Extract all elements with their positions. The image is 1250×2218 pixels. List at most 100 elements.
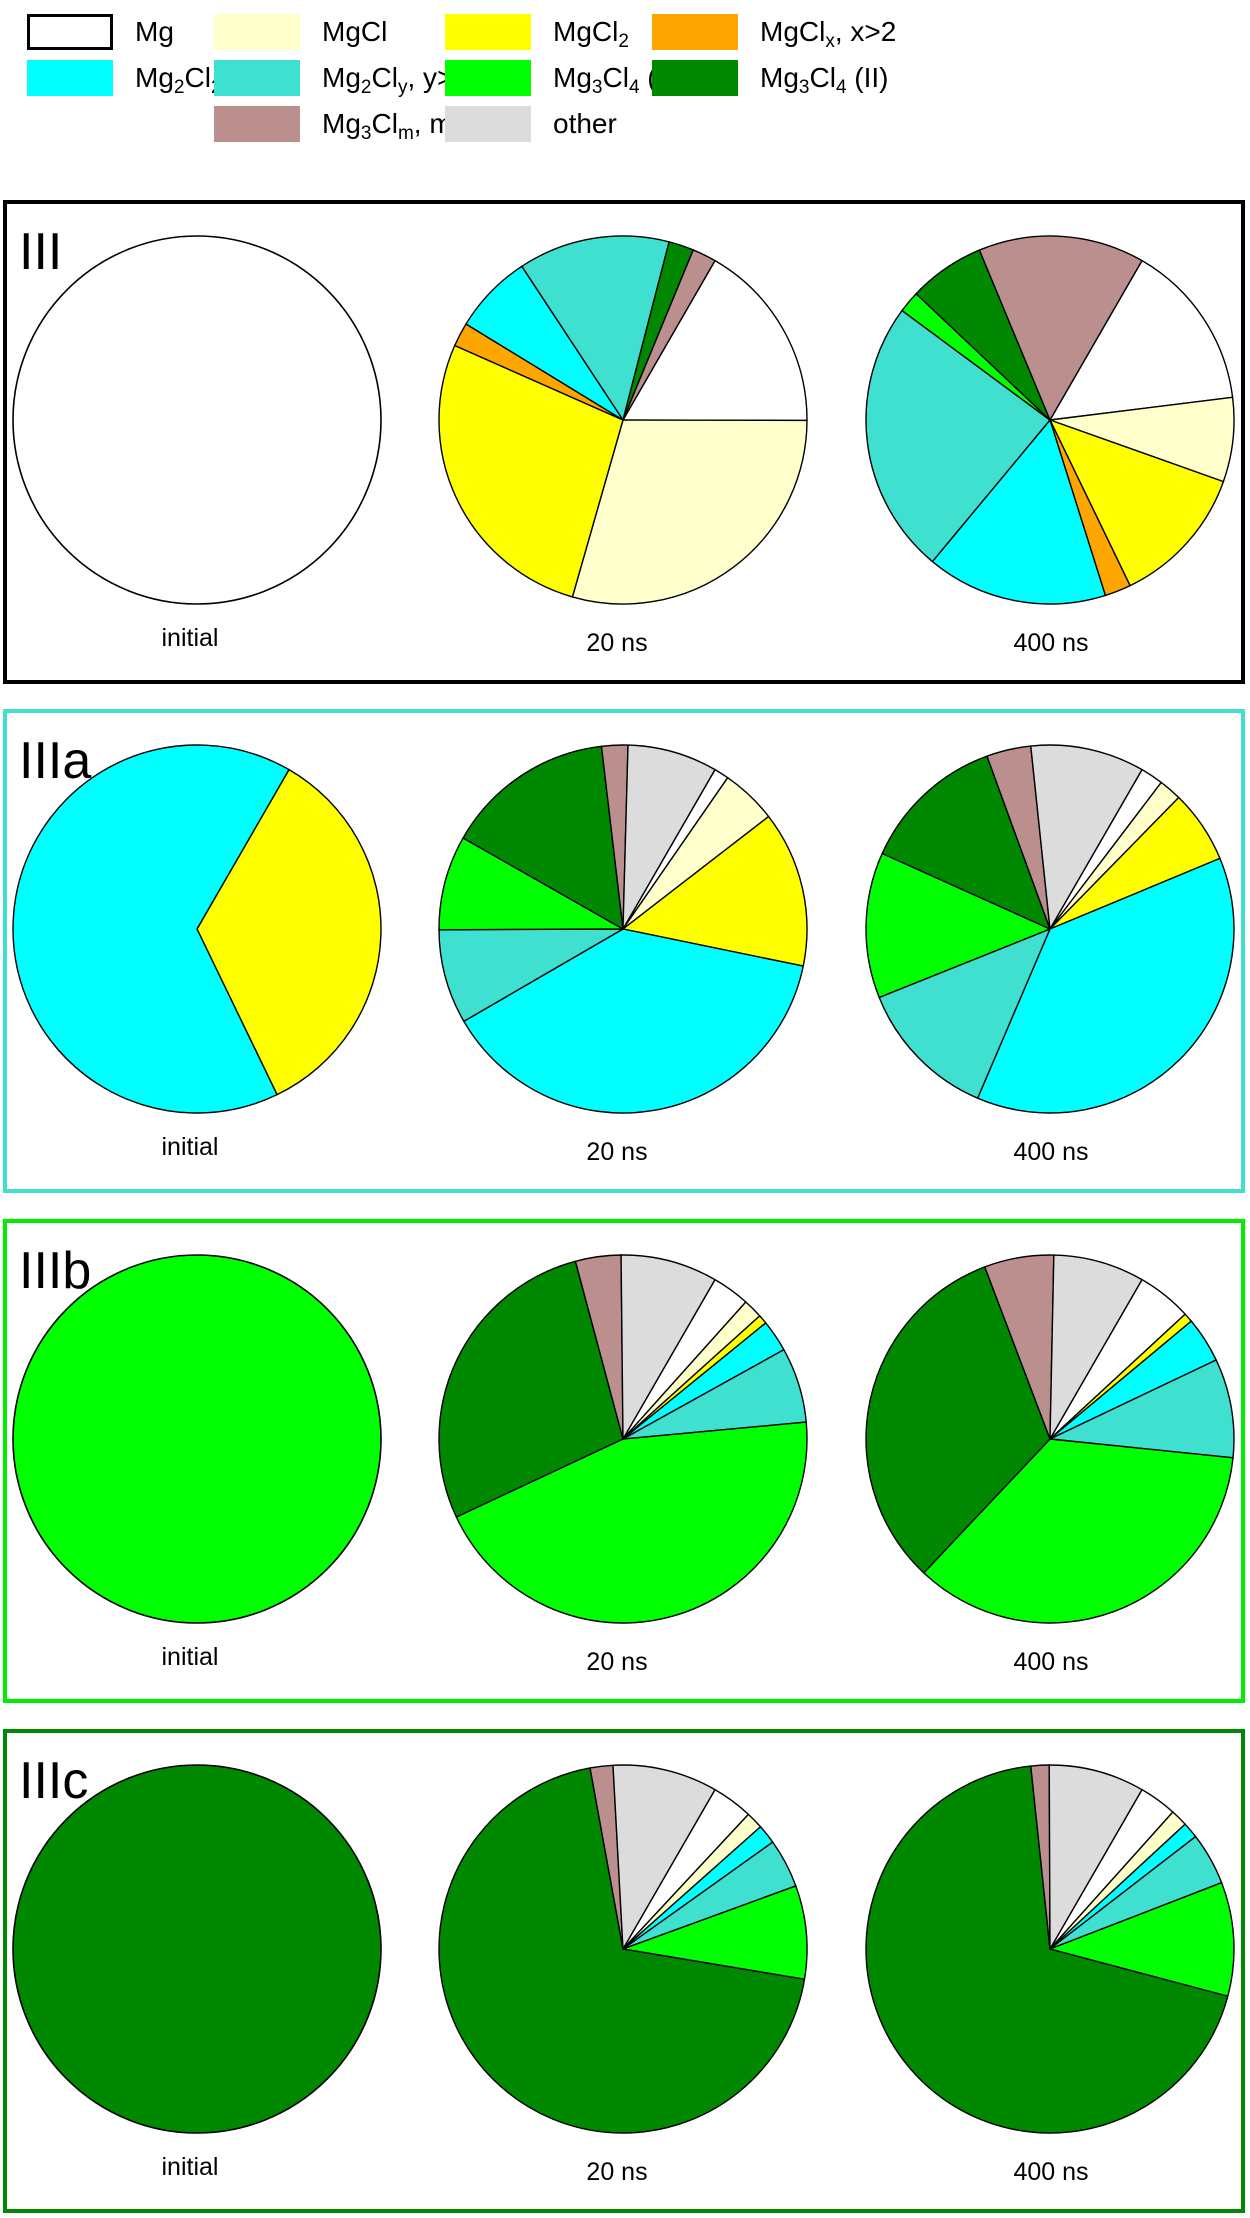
legend-item: MgCl2 [445,14,629,51]
legend-label-sub: 3 [798,77,810,98]
legend-item: Mg [27,14,174,50]
legend-swatch [27,60,113,96]
pie-slice-Mg2Cl2 [12,744,290,1114]
pie-slice-Mg3Cl4I [923,1438,1234,1624]
pie-chart [12,1254,382,1624]
pie-time-label: 400 ns [1013,1648,1089,1676]
chart-panel: IIIc initial 20 ns 400 ns [3,1729,1245,2213]
pie-slice-MgCl2 [1049,419,1225,587]
legend-label-mid: Cl [602,62,629,93]
pie-time-label: initial [161,1643,219,1671]
legend-label: other [553,108,617,140]
legend-label: Mg3Cl4 (I) [553,62,674,97]
pie-slice-MgCl2 [622,815,808,967]
legend-label-tail: (II) [846,62,889,93]
pie-time-label: 20 ns [586,2158,648,2186]
legend-label-sub: x [825,31,835,52]
legend-label-sub2: 4 [835,77,847,98]
chart-panel: IIIa initial 20 ns 400 ns [3,709,1245,1193]
legend-label-base: MgCl [553,16,619,47]
pie-slice-Mg3Cl4II [12,1764,382,2134]
chart-panel: III initial 20 ns 400 ns [3,200,1245,684]
pie-slice-other [620,1254,716,1440]
panel-title: III [19,223,63,281]
pie-slice-Mg3Cl4I [622,1885,808,1981]
legend-label-base: other [553,108,617,139]
legend-label: Mg2Cl2 [135,62,222,97]
legend-label-sub2: y [397,77,408,98]
pie-slice-Mg2Cly [438,928,624,1023]
legend-item: Mg3Clm, m>4 [214,106,485,143]
pie-slice-Mg3Cl4I [865,852,1051,999]
legend-label-mid: Cl [809,62,836,93]
legend-item: MgCl [214,14,387,50]
panel-title: IIIa [19,732,92,790]
pie-slice-Mg3Cl4II [462,745,624,930]
pie-chart [865,1764,1235,2134]
pie-chart [12,744,382,1114]
pie-slice-Mg2Cly [878,928,1051,1099]
pie-slice-Mg2Cl2 [976,857,1235,1114]
pie-slice-Mg3Cl4II [865,1266,1051,1574]
pie-slice-Mg3Cl4I [12,1254,382,1624]
pie-time-label: initial [161,1133,219,1161]
legend-swatch [652,60,738,96]
legend-label-mid: Cl [371,108,398,139]
legend-label: MgCl [322,16,387,48]
pie-charts-svg [12,1764,1235,2134]
legend-label-sub: 3 [591,77,603,98]
pie-chart [865,1254,1235,1624]
pie-slice-other [612,1764,716,1950]
pie-slice-MgCl2 [196,768,382,1096]
pie-slice-other [1030,744,1143,930]
legend-label: MgCl2 [553,16,629,51]
legend-label-base: Mg [135,16,174,47]
pie-chart [865,744,1235,1114]
pie-slice-MgCl2 [438,344,624,598]
legend-swatch [652,14,738,50]
legend-label-sub2: 4 [628,77,640,98]
pie-chart [438,235,808,605]
legend-label: Mg [135,16,174,48]
legend-item: Mg2Cl2 [27,60,222,97]
pie-slice-Mg3Cl4I [438,837,624,931]
legend-item: Mg2Cly, y>2 [214,60,469,98]
legend-label-base: Mg [322,62,361,93]
legend-label: MgClx, x>2 [760,16,896,51]
legend-label-base: Mg [322,108,361,139]
pie-slice-Mg3Cl4I [1049,1882,1235,1997]
pie-time-label: initial [161,2153,219,2181]
pie-slice-Mg2Cly [1049,1359,1235,1459]
legend-swatch [445,14,531,50]
pie-time-label: 400 ns [1013,1138,1089,1166]
pie-slice-other [622,744,716,930]
pie-charts-svg [12,235,1235,605]
pie-slice-Mg2Cly [865,309,1051,563]
legend-label-mid: Cl [371,62,398,93]
pie-slice-Mg3Clm [978,235,1143,421]
pie-slice-Mg [12,235,382,605]
legend-label-base: Mg [135,62,174,93]
legend-label-sub: 2 [173,77,185,98]
legend-swatch [445,106,531,142]
pie-slice-Mg3Cl4I [455,1421,808,1624]
legend-swatch [214,14,300,50]
legend-swatch [214,60,300,96]
pie-chart [438,1764,808,2134]
legend-label-sub: 2 [618,31,629,52]
pie-slice-Mg3Clm [622,249,716,421]
legend-label: Mg3Cl4 (II) [760,62,889,97]
legend-item: Mg3Cl4 (I) [445,60,674,97]
pie-chart [438,1254,808,1624]
pie-slice-Mg [622,259,808,422]
pie-chart [12,235,382,605]
pie-slice-MgCl [571,419,808,605]
legend-label-base: MgCl [322,16,388,47]
pie-time-label: 400 ns [1013,629,1089,657]
pie-slice-Mg [1049,259,1234,421]
legend-label-base: Mg [760,62,799,93]
pie-charts-svg [12,1254,1235,1624]
chart-panel: IIIb initial 20 ns 400 ns [3,1219,1245,1703]
legend-label-base: MgCl [760,16,826,47]
